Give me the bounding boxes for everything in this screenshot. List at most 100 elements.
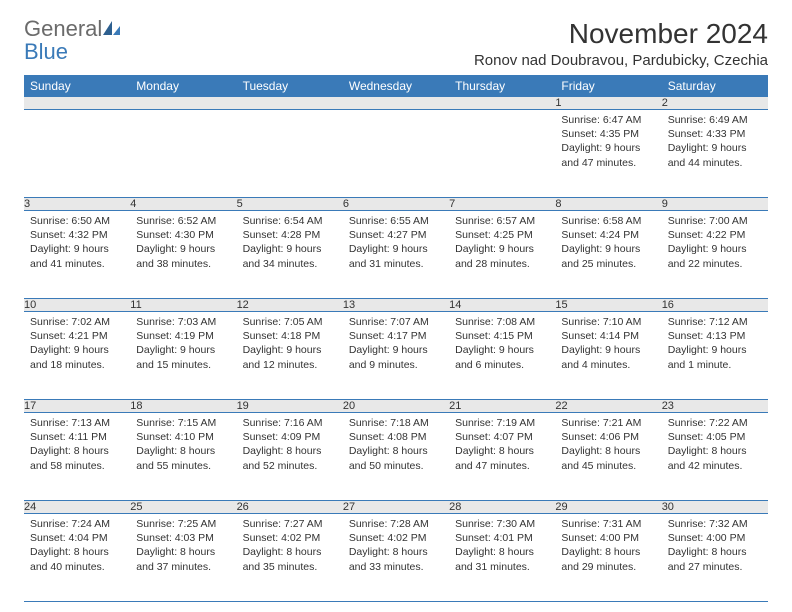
daylight-text: Daylight: 8 hours and 33 minutes. — [349, 545, 443, 573]
day-number-cell: 17 — [24, 400, 130, 413]
daylight-text: Daylight: 8 hours and 45 minutes. — [561, 444, 655, 472]
content-row: Sunrise: 6:50 AMSunset: 4:32 PM Daylight:… — [24, 211, 768, 299]
sunset-text: Sunset: 4:18 PM — [243, 329, 337, 343]
sunset-text: Sunset: 4:14 PM — [561, 329, 655, 343]
day-details: Sunrise: 7:28 AMSunset: 4:02 PMDaylight:… — [343, 514, 449, 578]
sunrise-text: Sunrise: 6:52 AM — [136, 214, 230, 228]
day-content-cell: Sunrise: 7:10 AMSunset: 4:14 PMDaylight:… — [555, 312, 661, 400]
day-number-cell: 7 — [449, 198, 555, 211]
day-details: Sunrise: 7:32 AMSunset: 4:00 PMDaylight:… — [662, 514, 768, 578]
sunset-text: Sunset: 4:32 PM — [30, 228, 124, 242]
day-content-cell: Sunrise: 7:15 AMSunset: 4:10 PMDaylight:… — [130, 413, 236, 501]
sunset-text: Sunset: 4:00 PM — [561, 531, 655, 545]
sunset-text: Sunset: 4:24 PM — [561, 228, 655, 242]
day-content-cell: Sunrise: 7:18 AMSunset: 4:08 PMDaylight:… — [343, 413, 449, 501]
day-details: Sunrise: 7:10 AMSunset: 4:14 PMDaylight:… — [555, 312, 661, 376]
day-details: Sunrise: 6:47 AMSunset: 4:35 PMDaylight:… — [555, 110, 661, 174]
day-content-cell — [343, 110, 449, 198]
day-content-cell: Sunrise: 7:32 AMSunset: 4:00 PMDaylight:… — [662, 514, 768, 602]
day-details: Sunrise: 6:58 AMSunset: 4:24 PMDaylight:… — [555, 211, 661, 275]
day-number-cell: 18 — [130, 400, 236, 413]
day-details: Sunrise: 7:15 AMSunset: 4:10 PMDaylight:… — [130, 413, 236, 477]
sunset-text: Sunset: 4:02 PM — [243, 531, 337, 545]
sunset-text: Sunset: 4:17 PM — [349, 329, 443, 343]
day-content-cell — [130, 110, 236, 198]
day-number-cell: 14 — [449, 299, 555, 312]
sunset-text: Sunset: 4:05 PM — [668, 430, 762, 444]
daynum-row: 24252627282930 — [24, 501, 768, 514]
day-number-cell: 21 — [449, 400, 555, 413]
sunrise-text: Sunrise: 6:57 AM — [455, 214, 549, 228]
day-number-cell: 27 — [343, 501, 449, 514]
day-number-cell: 19 — [237, 400, 343, 413]
daylight-text: Daylight: 8 hours and 35 minutes. — [243, 545, 337, 573]
sunrise-text: Sunrise: 7:15 AM — [136, 416, 230, 430]
content-row: Sunrise: 7:02 AMSunset: 4:21 PMDaylight:… — [24, 312, 768, 400]
sunrise-text: Sunrise: 7:21 AM — [561, 416, 655, 430]
sunrise-text: Sunrise: 7:00 AM — [668, 214, 762, 228]
day-content-cell: Sunrise: 7:27 AMSunset: 4:02 PMDaylight:… — [237, 514, 343, 602]
day-details: Sunrise: 7:24 AMSunset: 4:04 PMDaylight:… — [24, 514, 130, 578]
daylight-text: Daylight: 9 hours and 34 minutes. — [243, 242, 337, 270]
day-number-cell — [449, 97, 555, 110]
daylight-text: Daylight: 9 hours and 44 minutes. — [668, 141, 762, 169]
day-number-cell: 4 — [130, 198, 236, 211]
day-number-cell — [237, 97, 343, 110]
sunrise-text: Sunrise: 7:03 AM — [136, 315, 230, 329]
sunrise-text: Sunrise: 6:49 AM — [668, 113, 762, 127]
sunset-text: Sunset: 4:07 PM — [455, 430, 549, 444]
content-row: Sunrise: 7:13 AMSunset: 4:11 PMDaylight:… — [24, 413, 768, 501]
daylight-text: Daylight: 8 hours and 47 minutes. — [455, 444, 549, 472]
day-number-cell: 5 — [237, 198, 343, 211]
daylight-text: Daylight: 9 hours and 47 minutes. — [561, 141, 655, 169]
day-content-cell: Sunrise: 7:22 AMSunset: 4:05 PMDaylight:… — [662, 413, 768, 501]
day-content-cell — [449, 110, 555, 198]
day-content-cell: Sunrise: 6:47 AMSunset: 4:35 PMDaylight:… — [555, 110, 661, 198]
day-number-cell: 29 — [555, 501, 661, 514]
sunrise-text: Sunrise: 7:18 AM — [349, 416, 443, 430]
sunset-text: Sunset: 4:04 PM — [30, 531, 124, 545]
daynum-row: 12 — [24, 97, 768, 110]
day-header: Saturday — [662, 75, 768, 97]
daylight-text: Daylight: 9 hours and 18 minutes. — [30, 343, 124, 371]
sunrise-text: Sunrise: 7:28 AM — [349, 517, 443, 531]
daynum-row: 10111213141516 — [24, 299, 768, 312]
day-number-cell: 24 — [24, 501, 130, 514]
sunrise-text: Sunrise: 6:50 AM — [30, 214, 124, 228]
day-number-cell — [343, 97, 449, 110]
sunrise-text: Sunrise: 6:58 AM — [561, 214, 655, 228]
sunset-text: Sunset: 4:06 PM — [561, 430, 655, 444]
day-number-cell: 28 — [449, 501, 555, 514]
sunrise-text: Sunrise: 7:12 AM — [668, 315, 762, 329]
day-content-cell: Sunrise: 7:25 AMSunset: 4:03 PMDaylight:… — [130, 514, 236, 602]
day-content-cell: Sunrise: 7:24 AMSunset: 4:04 PMDaylight:… — [24, 514, 130, 602]
day-content-cell: Sunrise: 7:28 AMSunset: 4:02 PMDaylight:… — [343, 514, 449, 602]
day-details: Sunrise: 6:50 AMSunset: 4:32 PMDaylight:… — [24, 211, 130, 275]
day-details: Sunrise: 7:18 AMSunset: 4:08 PMDaylight:… — [343, 413, 449, 477]
day-header: Friday — [555, 75, 661, 97]
day-details: Sunrise: 7:30 AMSunset: 4:01 PMDaylight:… — [449, 514, 555, 578]
day-details: Sunrise: 7:21 AMSunset: 4:06 PMDaylight:… — [555, 413, 661, 477]
daylight-text: Daylight: 9 hours and 38 minutes. — [136, 242, 230, 270]
daylight-text: Daylight: 9 hours and 12 minutes. — [243, 343, 337, 371]
daylight-text: Daylight: 9 hours and 22 minutes. — [668, 242, 762, 270]
sunrise-text: Sunrise: 7:02 AM — [30, 315, 124, 329]
day-details: Sunrise: 7:12 AMSunset: 4:13 PMDaylight:… — [662, 312, 768, 376]
day-number-cell — [130, 97, 236, 110]
day-number-cell: 8 — [555, 198, 661, 211]
daylight-text: Daylight: 9 hours and 1 minute. — [668, 343, 762, 371]
day-number-cell: 11 — [130, 299, 236, 312]
day-details: Sunrise: 6:55 AMSunset: 4:27 PMDaylight:… — [343, 211, 449, 275]
daylight-text: Daylight: 9 hours and 31 minutes. — [349, 242, 443, 270]
sunset-text: Sunset: 4:25 PM — [455, 228, 549, 242]
sunset-text: Sunset: 4:10 PM — [136, 430, 230, 444]
sunset-text: Sunset: 4:11 PM — [30, 430, 124, 444]
day-content-cell — [237, 110, 343, 198]
daynum-row: 17181920212223 — [24, 400, 768, 413]
daylight-text: Daylight: 9 hours and 6 minutes. — [455, 343, 549, 371]
daylight-text: Daylight: 8 hours and 37 minutes. — [136, 545, 230, 573]
sunset-text: Sunset: 4:00 PM — [668, 531, 762, 545]
day-content-cell: Sunrise: 7:21 AMSunset: 4:06 PMDaylight:… — [555, 413, 661, 501]
day-header: Wednesday — [343, 75, 449, 97]
day-content-cell: Sunrise: 6:52 AMSunset: 4:30 PMDaylight:… — [130, 211, 236, 299]
